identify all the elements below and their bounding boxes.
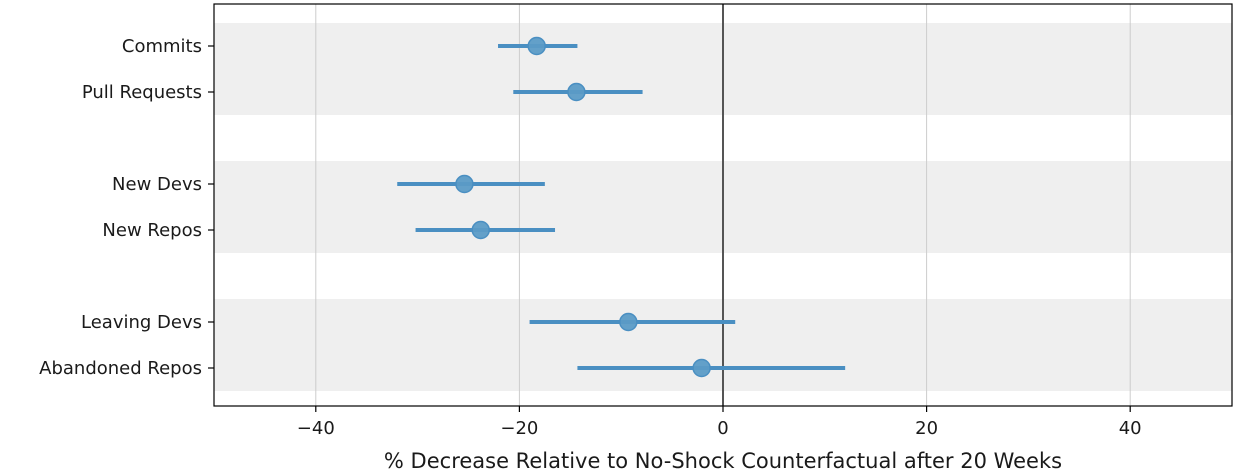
x-tick-label: 0 (717, 418, 728, 439)
point-estimates (455, 36, 711, 378)
x-tick-label: −40 (297, 418, 335, 439)
x-tick-label: 20 (915, 418, 938, 439)
point-estimate (455, 174, 474, 194)
point-estimate (567, 82, 586, 102)
point-estimate (692, 358, 711, 378)
vertical-gridlines (315, 4, 1131, 406)
y-tick-label: Abandoned Repos (39, 358, 202, 379)
y-tick-label: Commits (122, 36, 202, 57)
point-estimate (471, 220, 490, 240)
point-estimate (527, 36, 546, 56)
y-tick-label: Leaving Devs (81, 312, 202, 333)
y-axis-ticks: Commits Pull Requests New Devs New Repos Lea… (39, 36, 214, 379)
point-estimate (619, 312, 638, 332)
y-tick-label: Pull Requests (82, 82, 202, 103)
y-tick-label: New Devs (112, 174, 202, 195)
x-axis-title: % Decrease Relative to No-Shock Counterf… (384, 449, 1062, 473)
x-tick-label: 40 (1119, 418, 1142, 439)
y-tick-label: New Repos (102, 220, 202, 241)
x-tick-label: −20 (500, 418, 538, 439)
x-axis-ticks: −40 −20 0 20 40 (297, 406, 1142, 439)
